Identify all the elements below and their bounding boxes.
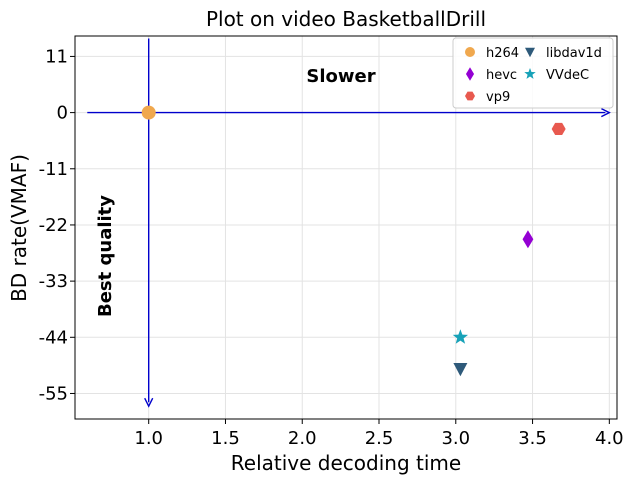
legend-marker-h264 (465, 47, 475, 57)
legend-marker-vp9 (465, 91, 475, 101)
legend-marker-libdav1d (525, 47, 535, 58)
y-axis-ticks: 11 0 -11 -22 -33 -44 -55 (39, 46, 75, 404)
data-points (141, 105, 566, 377)
x-tick-label: 1.5 (211, 428, 240, 449)
y-tick-label: 0 (57, 103, 68, 124)
x-axis-label: Relative decoding time (231, 451, 461, 475)
legend-marker-hevc (465, 67, 475, 81)
y-tick-label: -11 (39, 159, 68, 180)
x-tick-label: 2.0 (288, 428, 317, 449)
x-tick-label: 2.5 (365, 428, 394, 449)
legend-label-hevc: hevc (486, 68, 517, 83)
legend-label-vp9: vp9 (486, 90, 510, 105)
x-tick-label: 4.0 (595, 428, 624, 449)
legend-label-h264: h264 (486, 46, 519, 61)
x-axis-ticks: 1.0 1.5 2.0 2.5 3.0 3.5 4.0 (134, 419, 624, 449)
data-point-hevc (522, 230, 534, 249)
y-tick-label: -22 (39, 215, 68, 236)
y-tick-label: -55 (39, 383, 68, 404)
y-tick-label: -33 (39, 271, 68, 292)
data-point-h264 (141, 105, 156, 120)
y-tick-label: -44 (39, 327, 68, 348)
annotation-best-quality: Best quality (95, 195, 116, 317)
x-tick-label: 1.0 (134, 428, 163, 449)
legend-entries: h264 hevc vp9 libdav1d VVdeC (465, 46, 602, 105)
plot-frame (74, 35, 618, 420)
y-axis-label: BD rate(VMAF) (7, 154, 31, 302)
legend-label-vvdec: VVdeC (546, 68, 589, 83)
data-point-vvdec (452, 329, 468, 344)
x-tick-label: 3.0 (441, 428, 470, 449)
y-arrow-head (144, 397, 154, 408)
legend-marker-vvdec (524, 68, 536, 79)
y-tick-label: 11 (45, 46, 68, 67)
data-point-libdav1d (453, 363, 468, 377)
reference-arrows (87, 38, 611, 408)
chart-title: Plot on video BasketballDrill (206, 7, 486, 31)
legend-label-libdav1d: libdav1d (546, 46, 602, 61)
x-tick-label: 3.5 (518, 428, 547, 449)
annotation-slower: Slower (306, 66, 375, 87)
legend: h264 hevc vp9 libdav1d VVdeC (452, 37, 614, 109)
x-arrow-head (601, 107, 611, 118)
data-point-vp9 (551, 122, 566, 135)
